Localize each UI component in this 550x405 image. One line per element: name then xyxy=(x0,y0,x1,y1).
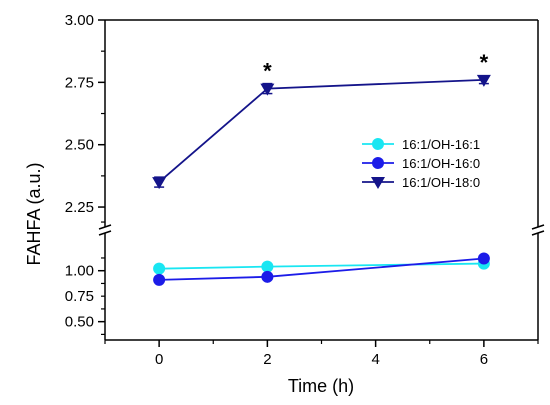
series-line xyxy=(159,257,484,281)
axis-break-mark-right-bottom xyxy=(531,230,545,236)
y-tick-label: 1.00 xyxy=(65,263,94,280)
significance-annotations: * * xyxy=(263,50,489,84)
series-16-1-oh-16-0 xyxy=(153,252,490,286)
significance-asterisk: * xyxy=(480,50,489,75)
x-tick-label: 4 xyxy=(371,351,379,368)
data-point-marker xyxy=(261,260,274,273)
data-point-marker xyxy=(153,273,166,286)
legend-item: 16:1/OH-16:0 xyxy=(362,156,480,171)
significance-asterisk: * xyxy=(263,59,272,84)
legend-label: 16:1/OH-16:1 xyxy=(402,137,480,152)
axis-break-mark-right-top xyxy=(531,224,545,230)
x-tick-label: 6 xyxy=(480,351,488,368)
data-series xyxy=(152,74,491,286)
data-point-marker xyxy=(153,262,166,275)
y-axis-title: FAHFA (a.u.) xyxy=(24,162,44,265)
data-point-marker xyxy=(260,83,275,96)
legend: 16:1/OH-16:1 16:1/OH-16:0 16:1/OH-18:0 xyxy=(362,137,480,190)
axis-break-mark-left-bottom xyxy=(98,230,112,236)
legend-label: 16:1/OH-16:0 xyxy=(402,156,480,171)
y-tick-label: 2.25 xyxy=(65,199,94,216)
y-intermediate-tick-label: 0.75 xyxy=(65,288,94,305)
series-16-1-oh-18-0 xyxy=(152,74,491,190)
legend-swatch-marker xyxy=(371,177,385,189)
legend-item: 16:1/OH-16:1 xyxy=(362,137,480,152)
data-point-marker xyxy=(477,252,490,265)
axis-break-mark-left-top xyxy=(98,224,112,230)
axis-ticks: 0 2 4 6 2.25 2.50 2.75 3.00 0.50 1.00 0.75 xyxy=(65,12,539,368)
legend-swatch-marker xyxy=(372,157,384,169)
data-point-marker xyxy=(152,177,167,190)
x-tick-label: 0 xyxy=(155,351,163,368)
legend-swatch-marker xyxy=(372,138,384,150)
legend-label: 16:1/OH-18:0 xyxy=(402,175,480,190)
legend-item: 16:1/OH-18:0 xyxy=(362,175,480,190)
x-tick-label: 2 xyxy=(263,351,271,368)
y-tick-label: 0.50 xyxy=(65,314,94,331)
y-tick-label: 3.00 xyxy=(65,12,94,29)
data-point-marker xyxy=(261,270,274,283)
y-tick-label: 2.50 xyxy=(65,137,94,154)
series-line xyxy=(159,262,484,270)
x-axis-title: Time (h) xyxy=(288,376,354,396)
data-point-marker xyxy=(476,74,491,87)
y-tick-label: 2.75 xyxy=(65,74,94,91)
